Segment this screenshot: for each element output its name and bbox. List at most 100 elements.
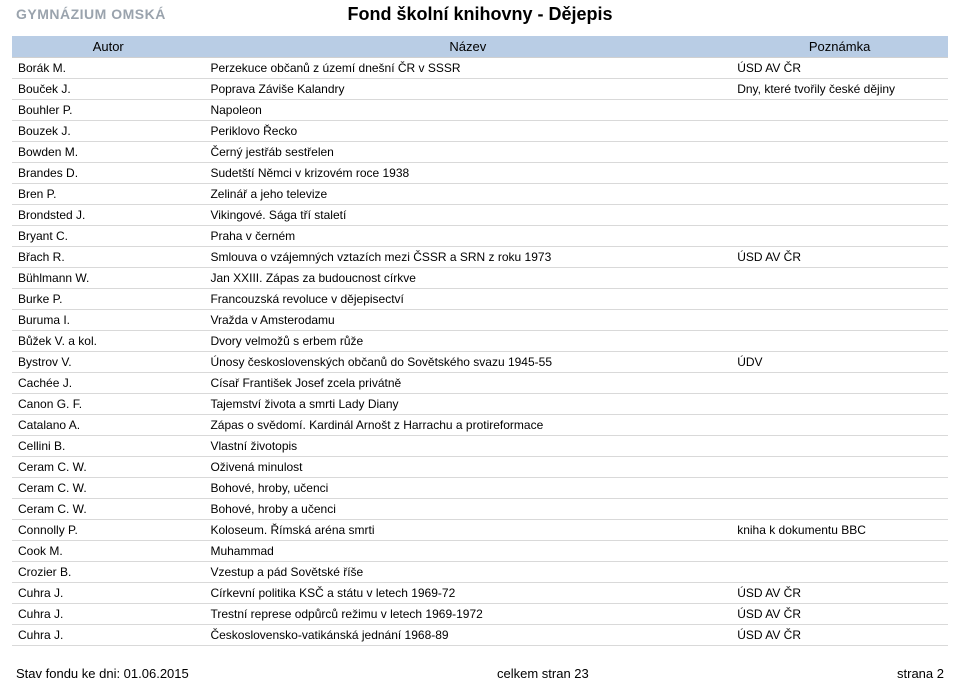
- cell-author: Cuhra J.: [12, 604, 204, 625]
- cell-author: Bryant C.: [12, 226, 204, 247]
- library-table: Autor Název Poznámka Borák M.Perzekuce o…: [12, 36, 948, 646]
- cell-note: [731, 436, 948, 457]
- cell-title: Perzekuce občanů z území dnešní ČR v SSS…: [204, 58, 731, 79]
- cell-note: [731, 415, 948, 436]
- cell-author: Ceram C. W.: [12, 499, 204, 520]
- table-row: Bren P.Zelinář a jeho televize: [12, 184, 948, 205]
- table-row: Bouzek J.Periklovo Řecko: [12, 121, 948, 142]
- cell-title: Vikingové. Sága tří staletí: [204, 205, 731, 226]
- cell-note: [731, 541, 948, 562]
- cell-note: kniha k dokumentu BBC: [731, 520, 948, 541]
- cell-author: Cachée J.: [12, 373, 204, 394]
- footer-center: celkem stran 23: [497, 666, 589, 681]
- cell-title: Napoleon: [204, 100, 731, 121]
- cell-note: ÚSD AV ČR: [731, 58, 948, 79]
- table-row: Cuhra J.Církevní politika KSČ a státu v …: [12, 583, 948, 604]
- cell-author: Bühlmann W.: [12, 268, 204, 289]
- cell-note: ÚSD AV ČR: [731, 583, 948, 604]
- table-row: Břach R.Smlouva o vzájemných vztazích me…: [12, 247, 948, 268]
- cell-note: [731, 478, 948, 499]
- cell-author: Bouček J.: [12, 79, 204, 100]
- cell-title: Vzestup a pád Sovětské říše: [204, 562, 731, 583]
- cell-note: ÚSD AV ČR: [731, 247, 948, 268]
- table-row: Cuhra J.Trestní represe odpůrců režimu v…: [12, 604, 948, 625]
- cell-title: Jan XXIII. Zápas za budoucnost církve: [204, 268, 731, 289]
- cell-title: Praha v černém: [204, 226, 731, 247]
- cell-title: Smlouva o vzájemných vztazích mezi ČSSR …: [204, 247, 731, 268]
- cell-title: Vražda v Amsterodamu: [204, 310, 731, 331]
- cell-title: Vlastní životopis: [204, 436, 731, 457]
- cell-title: Koloseum. Římská aréna smrti: [204, 520, 731, 541]
- cell-note: Dny, které tvořily české dějiny: [731, 79, 948, 100]
- cell-note: ÚSD AV ČR: [731, 604, 948, 625]
- cell-title: Trestní represe odpůrců režimu v letech …: [204, 604, 731, 625]
- cell-note: [731, 499, 948, 520]
- table-row: Ceram C. W.Bohové, hroby a učenci: [12, 499, 948, 520]
- cell-author: Brandes D.: [12, 163, 204, 184]
- cell-note: [731, 100, 948, 121]
- cell-title: Oživená minulost: [204, 457, 731, 478]
- page-title: Fond školní knihovny - Dějepis: [12, 4, 948, 25]
- cell-note: [731, 373, 948, 394]
- table-row: Bůžek V. a kol.Dvory velmožů s erbem růž…: [12, 331, 948, 352]
- cell-note: [731, 184, 948, 205]
- cell-author: Bouhler P.: [12, 100, 204, 121]
- cell-note: [731, 331, 948, 352]
- table-row: Crozier B.Vzestup a pád Sovětské říše: [12, 562, 948, 583]
- cell-author: Bren P.: [12, 184, 204, 205]
- cell-title: Dvory velmožů s erbem růže: [204, 331, 731, 352]
- cell-author: Buruma I.: [12, 310, 204, 331]
- cell-author: Borák M.: [12, 58, 204, 79]
- cell-note: [731, 205, 948, 226]
- cell-title: Tajemství života a smrti Lady Diany: [204, 394, 731, 415]
- cell-note: [731, 457, 948, 478]
- table-row: Catalano A.Zápas o svědomí. Kardinál Arn…: [12, 415, 948, 436]
- table-row: Bowden M.Černý jestřáb sestřelen: [12, 142, 948, 163]
- cell-title: Císař František Josef zcela privátně: [204, 373, 731, 394]
- cell-author: Bůžek V. a kol.: [12, 331, 204, 352]
- cell-title: Černý jestřáb sestřelen: [204, 142, 731, 163]
- cell-note: [731, 121, 948, 142]
- cell-note: [731, 310, 948, 331]
- cell-title: Zelinář a jeho televize: [204, 184, 731, 205]
- col-author: Autor: [12, 36, 204, 58]
- table-row: Connolly P.Koloseum. Římská aréna smrtik…: [12, 520, 948, 541]
- cell-author: Bouzek J.: [12, 121, 204, 142]
- cell-title: Muhammad: [204, 541, 731, 562]
- cell-note: [731, 226, 948, 247]
- cell-title: Únosy československých občanů do Sovětsk…: [204, 352, 731, 373]
- cell-note: [731, 163, 948, 184]
- table-row: Bystrov V.Únosy československých občanů …: [12, 352, 948, 373]
- cell-author: Cuhra J.: [12, 583, 204, 604]
- cell-author: Brondsted J.: [12, 205, 204, 226]
- table-row: Borák M.Perzekuce občanů z území dnešní …: [12, 58, 948, 79]
- table-row: Cellini B.Vlastní životopis: [12, 436, 948, 457]
- cell-title: Poprava Záviše Kalandry: [204, 79, 731, 100]
- table-row: Bouček J.Poprava Záviše KalandryDny, kte…: [12, 79, 948, 100]
- table-row: Cuhra J.Československo-vatikánská jednán…: [12, 625, 948, 646]
- cell-author: Connolly P.: [12, 520, 204, 541]
- cell-author: Ceram C. W.: [12, 457, 204, 478]
- cell-title: Církevní politika KSČ a státu v letech 1…: [204, 583, 731, 604]
- cell-author: Bowden M.: [12, 142, 204, 163]
- cell-author: Břach R.: [12, 247, 204, 268]
- cell-author: Ceram C. W.: [12, 478, 204, 499]
- footer-right: strana 2: [897, 666, 944, 681]
- cell-author: Burke P.: [12, 289, 204, 310]
- col-note: Poznámka: [731, 36, 948, 58]
- cell-note: [731, 562, 948, 583]
- table-row: Brondsted J.Vikingové. Sága tří staletí: [12, 205, 948, 226]
- table-header-row: Autor Název Poznámka: [12, 36, 948, 58]
- table-row: Ceram C. W.Oživená minulost: [12, 457, 948, 478]
- cell-note: [731, 142, 948, 163]
- cell-title: Francouzská revoluce v dějepisectví: [204, 289, 731, 310]
- table-row: Ceram C. W.Bohové, hroby, učenci: [12, 478, 948, 499]
- footer-left: Stav fondu ke dni: 01.06.2015: [16, 666, 189, 681]
- cell-title: Bohové, hroby, učenci: [204, 478, 731, 499]
- cell-author: Canon G. F.: [12, 394, 204, 415]
- col-title: Název: [204, 36, 731, 58]
- cell-author: Cuhra J.: [12, 625, 204, 646]
- table-row: Burke P.Francouzská revoluce v dějepisec…: [12, 289, 948, 310]
- table-row: Canon G. F.Tajemství života a smrti Lady…: [12, 394, 948, 415]
- cell-author: Cellini B.: [12, 436, 204, 457]
